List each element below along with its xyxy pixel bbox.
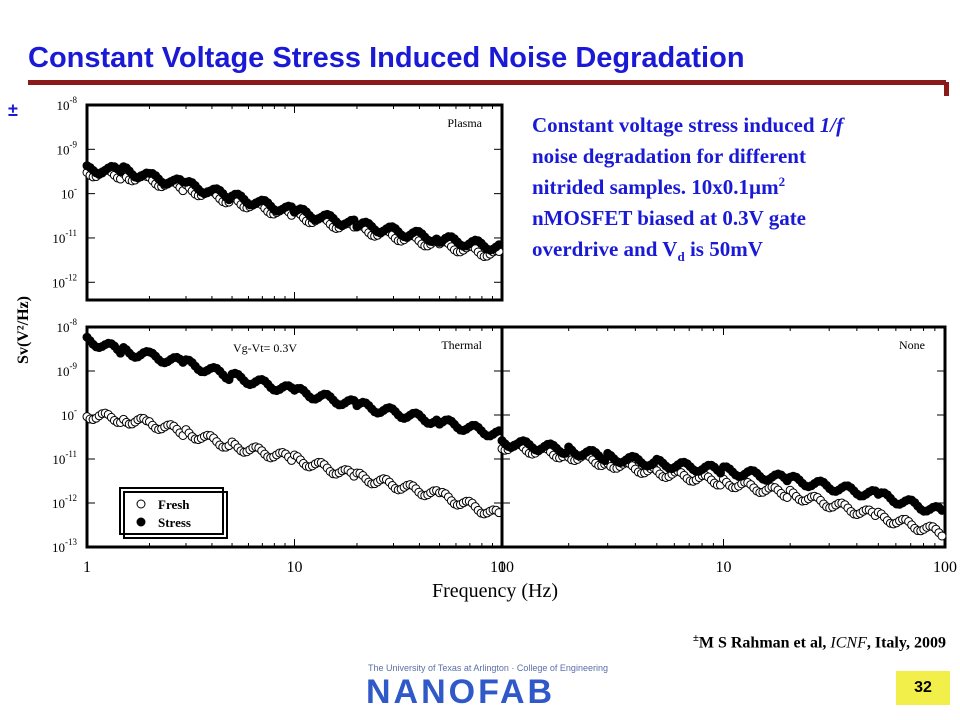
dagger-mark: ± bbox=[8, 100, 18, 120]
legend-stress-marker bbox=[136, 517, 146, 527]
panel-label-none: None bbox=[899, 338, 925, 352]
y-tick-label: 10-9 bbox=[57, 361, 78, 379]
y-axis-label: Sv(V²/Hz) bbox=[15, 296, 32, 364]
caption-line2: noise degradation for different bbox=[532, 144, 806, 168]
caption-line5a: overdrive and V bbox=[532, 237, 678, 261]
caption-line1a: Constant voltage stress induced bbox=[532, 113, 820, 137]
y-tick-label: 10-12 bbox=[52, 493, 77, 511]
citation-authors: M S Rahman et al, bbox=[698, 634, 831, 652]
x-tick-label: 100 bbox=[933, 559, 957, 576]
legend-fresh-marker bbox=[136, 499, 146, 509]
bias-annotation: Vg-Vt= 0.3V bbox=[233, 341, 297, 355]
x-tick-label: 100 bbox=[490, 559, 514, 576]
y-tick-label: 10- bbox=[61, 405, 77, 423]
legend-stress-label: Stress bbox=[158, 515, 191, 530]
caption-line3b: 2 bbox=[778, 174, 786, 189]
title-rule-corner bbox=[944, 82, 949, 96]
caption-line5c: is 50mV bbox=[684, 237, 763, 261]
title-underline bbox=[28, 80, 946, 85]
y-tick-label: 10-12 bbox=[52, 272, 77, 290]
citation-mark: ± bbox=[692, 632, 699, 644]
y-tick-label: 10-11 bbox=[52, 228, 77, 246]
legend-frame bbox=[119, 487, 224, 535]
x-tick-label: 1 bbox=[83, 559, 91, 576]
citation: ±M S Rahman et al, ICNF, Italy, 2009 bbox=[693, 632, 946, 652]
y-tick-label: 10-8 bbox=[57, 95, 78, 113]
y-tick-label: 10-11 bbox=[52, 449, 77, 467]
x-tick-label: 10 bbox=[287, 559, 303, 576]
logo-tagline: The University of Texas at Arlington · C… bbox=[368, 663, 608, 673]
panel-label-plasma: Plasma bbox=[447, 116, 482, 130]
fresh-point bbox=[937, 531, 947, 541]
y-tick-label: 10-8 bbox=[57, 317, 78, 335]
x-tick-label: 1 bbox=[498, 559, 506, 576]
y-tick-label: 10- bbox=[61, 184, 77, 202]
caption-line4: nMOSFET biased at 0.3V gate bbox=[532, 206, 807, 230]
caption-line5b: d bbox=[677, 249, 685, 265]
citation-place: , Italy, 2009 bbox=[866, 634, 946, 652]
slide-title: Constant Voltage Stress Induced Noise De… bbox=[28, 42, 745, 74]
logo-wordmark: NANOFAB bbox=[366, 673, 556, 711]
citation-venue: ICNF bbox=[830, 634, 867, 652]
nanofab-logo: The University of Texas at Arlington · C… bbox=[362, 663, 612, 713]
stress-point bbox=[937, 505, 947, 515]
x-tick-label: 10 bbox=[716, 559, 732, 576]
page-number-badge: 32 bbox=[896, 671, 950, 705]
figure-caption: Constant voltage stress induced 1/f nois… bbox=[532, 110, 942, 265]
stress-point bbox=[494, 240, 504, 250]
legend-fresh-label: Fresh bbox=[158, 497, 190, 512]
y-tick-label: 10-13 bbox=[52, 537, 77, 555]
panel-label-thermal: Thermal bbox=[441, 338, 482, 352]
x-axis-label: Frequency (Hz) bbox=[432, 580, 558, 602]
y-tick-label: 10-9 bbox=[57, 139, 78, 157]
panel-frame-plasma bbox=[85, 103, 504, 302]
caption-line3a: nitrided samples. 10x0.1µm bbox=[532, 175, 779, 199]
caption-line1b: 1/f bbox=[819, 113, 844, 137]
